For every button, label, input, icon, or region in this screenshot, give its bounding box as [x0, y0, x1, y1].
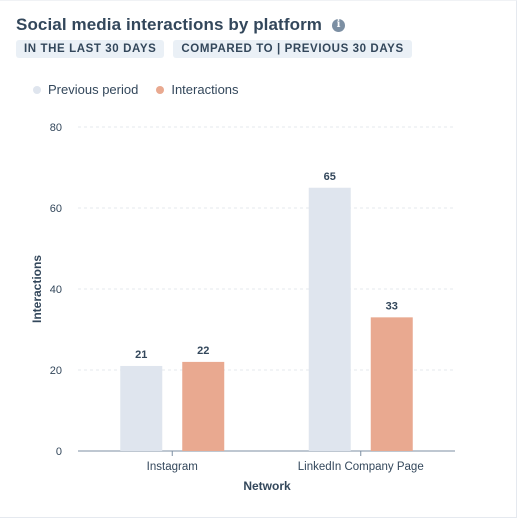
- x-axis-title: Network: [243, 479, 291, 493]
- chart-header: Social media interactions by platform i: [16, 15, 345, 35]
- legend-label-previous: Previous period: [48, 82, 139, 97]
- date-range-tag[interactable]: IN THE LAST 30 DAYS: [16, 40, 165, 58]
- data-label: 22: [197, 345, 209, 357]
- data-label: 21: [135, 349, 147, 361]
- bar-interactions-0[interactable]: [182, 361, 225, 451]
- legend-swatch-interactions: [156, 85, 165, 94]
- y-tick-label: 80: [50, 122, 62, 134]
- legend-item-previous[interactable]: Previous period: [33, 82, 138, 97]
- comparison-tag[interactable]: COMPARED TO | PREVIOUS 30 DAYS: [173, 40, 412, 58]
- bar-previous-0[interactable]: [120, 365, 163, 451]
- y-tick-label: 60: [50, 203, 62, 215]
- y-axis-title: Interactions: [30, 255, 44, 323]
- data-label: 65: [324, 171, 336, 183]
- chart-title: Social media interactions by platform: [16, 15, 322, 34]
- data-label: 33: [386, 300, 398, 312]
- y-tick-label: 20: [50, 365, 62, 377]
- bar-previous-1[interactable]: [308, 187, 351, 451]
- y-tick-label: 40: [50, 284, 62, 296]
- info-icon[interactable]: i: [332, 18, 345, 32]
- x-tick-label: LinkedIn Company Page: [298, 461, 424, 473]
- chart-legend: Previous period Interactions: [33, 82, 239, 97]
- legend-swatch-previous: [33, 85, 41, 94]
- legend-item-interactions[interactable]: Interactions: [156, 82, 239, 97]
- filter-tags: IN THE LAST 30 DAYS COMPARED TO | PREVIO…: [16, 40, 412, 58]
- y-tick-label: 0: [56, 446, 62, 458]
- bar-interactions-1[interactable]: [370, 317, 413, 451]
- legend-label-interactions: Interactions: [171, 82, 239, 97]
- x-tick-label: Instagram: [147, 461, 198, 473]
